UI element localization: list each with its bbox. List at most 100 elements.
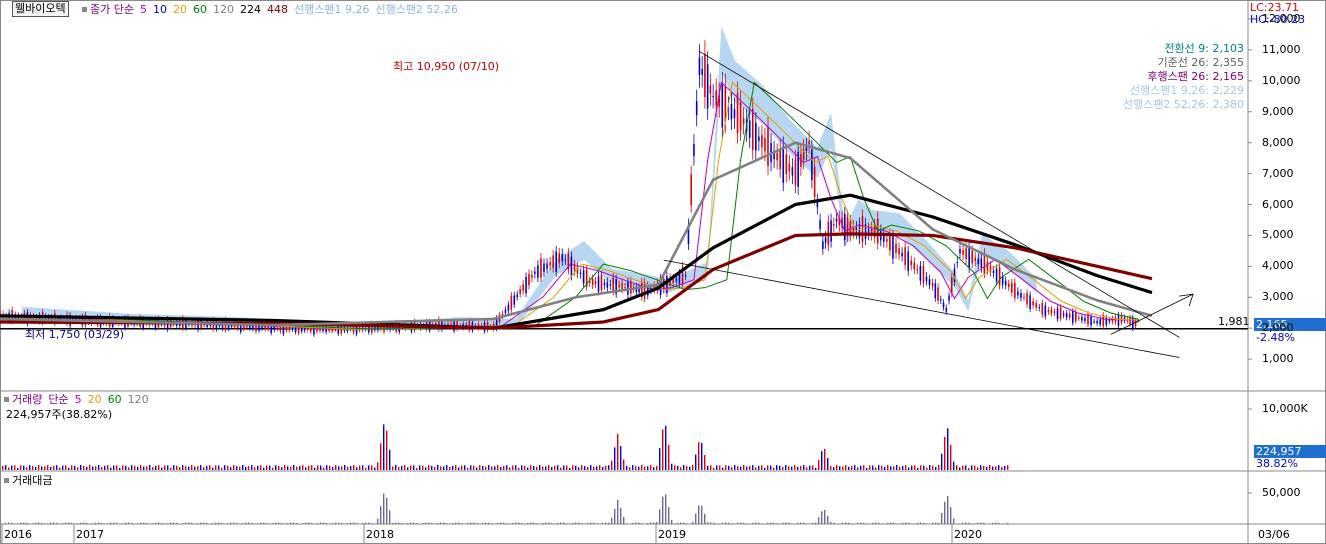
candle-body xyxy=(597,276,600,292)
amount-bar xyxy=(620,507,622,524)
volume-bar xyxy=(269,465,271,470)
volume-bar xyxy=(560,467,562,470)
volume-bar xyxy=(137,466,139,470)
candle-body xyxy=(773,150,775,160)
volume-bar xyxy=(29,465,31,470)
candle-body xyxy=(830,220,832,242)
volume-bar xyxy=(35,466,37,470)
amount-bar xyxy=(812,522,814,524)
volume-bar xyxy=(368,465,370,470)
volume-bar xyxy=(554,465,556,470)
amount-bar xyxy=(605,522,607,524)
candle-body xyxy=(1071,311,1074,323)
candle-body xyxy=(264,325,266,330)
volume-bar xyxy=(380,443,382,470)
amount-bar xyxy=(350,522,352,524)
amount-bar xyxy=(533,522,535,524)
volume-bar xyxy=(596,466,598,470)
amount-bar xyxy=(512,523,514,524)
volume-bar xyxy=(344,465,346,470)
volume-bar xyxy=(77,467,79,470)
amount-bar xyxy=(98,522,100,524)
candle-body xyxy=(310,326,312,332)
ma-line xyxy=(41,81,1139,330)
candle-body xyxy=(816,201,819,208)
amount-bar xyxy=(527,523,529,524)
candle-body xyxy=(398,323,401,333)
amount-bar xyxy=(716,523,718,524)
volume-bar xyxy=(653,467,655,470)
volume-bar xyxy=(92,466,94,470)
amount-bar xyxy=(863,522,865,524)
amount-bar xyxy=(221,523,223,524)
price-tick-label: 5,000 xyxy=(1262,228,1294,242)
volume-bar xyxy=(872,465,874,470)
volume-bar xyxy=(581,465,583,470)
volume-bar xyxy=(68,467,70,470)
volume-bar xyxy=(125,465,127,470)
candle-body xyxy=(1044,305,1047,317)
candle-body xyxy=(552,255,554,268)
amount-bar xyxy=(431,523,433,524)
price-tick-label: 6,000 xyxy=(1262,197,1294,211)
amount-bar xyxy=(476,523,478,524)
candle-body xyxy=(1065,313,1068,318)
candle-body xyxy=(570,256,573,276)
arrow-icon xyxy=(1179,293,1194,307)
volume-bar xyxy=(839,466,841,470)
amount-bar xyxy=(338,522,340,524)
volume-bar xyxy=(143,466,145,470)
candle-body xyxy=(730,103,733,120)
volume-bar xyxy=(773,467,775,470)
amount-bar xyxy=(8,522,10,524)
amount-bar xyxy=(428,522,430,524)
volume-bar xyxy=(173,465,175,470)
volume-bar xyxy=(140,465,142,470)
candle-body xyxy=(249,325,251,329)
amount-bar xyxy=(281,523,283,524)
volume-bar xyxy=(515,465,517,470)
candle-body xyxy=(706,64,709,109)
candle-body xyxy=(838,217,841,226)
candle-body xyxy=(992,270,995,274)
amount-bar xyxy=(650,522,652,524)
candle-body xyxy=(971,250,973,264)
amount-bar xyxy=(830,521,832,524)
volume-bar xyxy=(272,467,274,470)
candle-body xyxy=(995,269,998,282)
stock-name-button[interactable]: 웰바이오텍 xyxy=(12,1,69,17)
amount-bar xyxy=(695,513,697,524)
amount-bar xyxy=(857,522,859,524)
volume-bar xyxy=(431,465,433,470)
candle-body xyxy=(501,313,504,316)
volume-bar xyxy=(851,466,853,470)
candle-body xyxy=(1038,307,1041,309)
volume-bar xyxy=(620,446,622,470)
amount-bar xyxy=(287,523,289,524)
amount-bar xyxy=(728,522,730,524)
amount-bar xyxy=(767,522,769,524)
candle-body xyxy=(1014,282,1016,298)
lc-label: LC:23.71 xyxy=(1250,1,1300,14)
max-price-annotation: 최고 10,950 (07/10) xyxy=(393,60,500,73)
candle-body xyxy=(715,90,717,106)
amount-bar xyxy=(758,522,760,524)
candle-body xyxy=(864,224,867,240)
amount-bar xyxy=(668,507,670,524)
candle-body xyxy=(252,325,254,330)
volume-bar xyxy=(539,465,541,470)
candle-body xyxy=(811,149,813,181)
amount-bar xyxy=(698,505,700,524)
amount-bar xyxy=(368,522,370,524)
amount-bar xyxy=(602,522,604,524)
volume-bar xyxy=(938,465,940,470)
volume-bar xyxy=(290,466,292,470)
volume-bar xyxy=(521,465,523,470)
amount-bar xyxy=(785,522,787,524)
ma-period-label: 120 xyxy=(212,3,234,16)
amount-bar xyxy=(722,522,724,524)
volume-bar xyxy=(881,465,883,470)
volume-bar xyxy=(986,466,988,470)
volume-bar xyxy=(638,466,640,470)
amount-bar xyxy=(416,523,418,524)
